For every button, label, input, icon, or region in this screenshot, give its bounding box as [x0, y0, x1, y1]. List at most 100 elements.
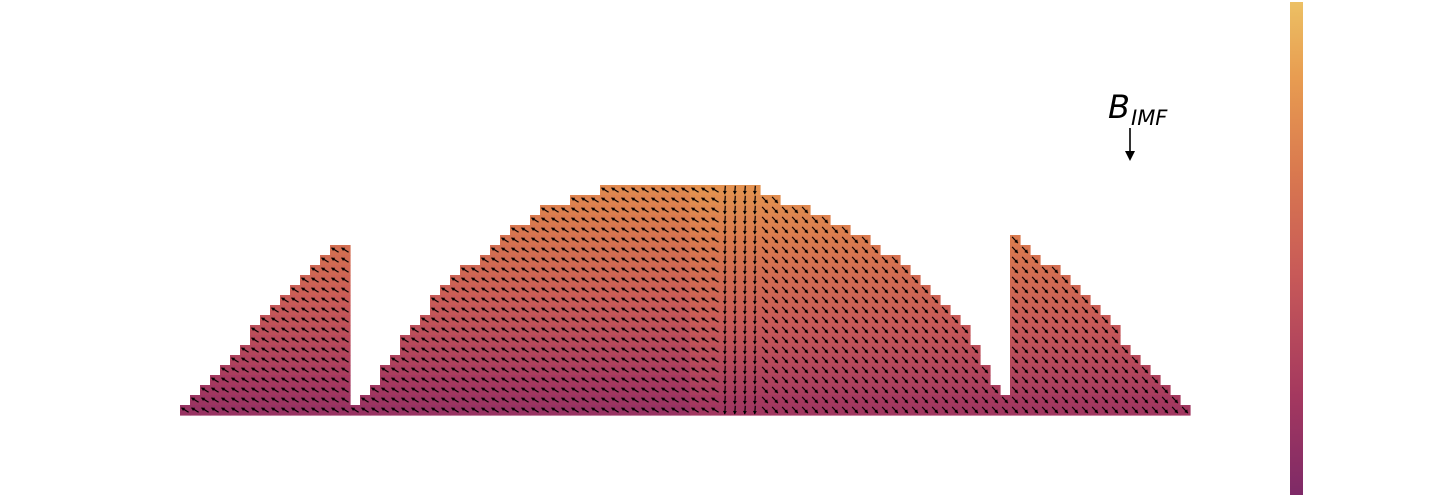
field-arrow-head [774, 359, 778, 364]
field-arrow-head [742, 320, 747, 325]
field-arrow-head [1144, 409, 1148, 414]
field-arrow-head [924, 359, 928, 364]
field-arrow-head [451, 387, 456, 392]
field-arrow-head [784, 409, 788, 414]
field-arrow-head [251, 387, 256, 392]
field-arrow-head [311, 277, 316, 282]
field-arrow-head [641, 297, 646, 302]
field-arrow-head [894, 369, 898, 374]
field-arrow-head [551, 337, 556, 342]
field-arrow-head [1034, 279, 1038, 284]
field-arrow-head [251, 337, 256, 342]
field-arrow-head [611, 397, 616, 402]
field-arrow-head [732, 380, 737, 385]
field-arrow-head [1034, 379, 1038, 384]
field-arrow-head [581, 277, 586, 282]
field-arrow-head [944, 359, 948, 364]
field-arrow-head [924, 349, 928, 354]
field-arrow-head [601, 267, 606, 272]
field-arrow-head [541, 247, 546, 252]
field-arrow-head [752, 200, 757, 205]
field-arrow-head [774, 279, 778, 284]
field-arrow-head [291, 307, 296, 312]
field-arrow-head [884, 389, 888, 394]
field-arrow-head [601, 347, 606, 352]
field-arrow-head [341, 347, 346, 352]
field-arrow-head [1064, 409, 1068, 414]
field-arrow-head [291, 407, 296, 412]
field-arrow-head [631, 357, 636, 362]
field-arrow-head [964, 389, 968, 394]
field-arrow-head [571, 267, 576, 272]
field-arrow-head [441, 327, 446, 332]
field-arrow-head [261, 407, 266, 412]
field-arrow-head [661, 367, 666, 372]
field-arrow-head [631, 317, 636, 322]
field-arrow-head [764, 339, 768, 344]
field-arrow-head [321, 337, 326, 342]
field-arrow-head [701, 387, 706, 392]
field-arrow-head [611, 307, 616, 312]
field-arrow-head [501, 307, 506, 312]
field-arrow-head [794, 369, 798, 374]
field-arrow-head [974, 389, 978, 394]
field-arrow-head [814, 299, 818, 304]
field-arrow-head [601, 227, 606, 232]
field-arrow-head [924, 409, 928, 414]
field-arrow-head [732, 330, 737, 335]
field-arrow-head [1024, 329, 1028, 334]
field-arrow-head [894, 409, 898, 414]
field-arrow-head [804, 269, 808, 274]
field-arrow-head [651, 247, 656, 252]
field-arrow-head [814, 269, 818, 274]
field-arrow-head [441, 377, 446, 382]
field-arrow-head [752, 250, 757, 255]
field-arrow-head [421, 367, 426, 372]
field-arrow-head [954, 329, 958, 334]
field-arrow-head [844, 229, 848, 234]
field-arrow-head [874, 329, 878, 334]
field-arrow-head [591, 347, 596, 352]
field-arrow-head [591, 377, 596, 382]
field-arrow-head [752, 190, 757, 195]
field-arrow-head [814, 239, 818, 244]
field-arrow-head [561, 247, 566, 252]
field-arrow-head [824, 249, 828, 254]
field-arrow-head [331, 397, 336, 402]
field-arrow-head [1114, 389, 1118, 394]
field-arrow-head [1094, 359, 1098, 364]
field-arrow-head [1054, 389, 1058, 394]
field-arrow-head [681, 367, 686, 372]
field-arrow-head [591, 257, 596, 262]
field-arrow-head [551, 317, 556, 322]
field-arrow-head [794, 319, 798, 324]
field-arrow-head [934, 299, 938, 304]
field-arrow-head [501, 297, 506, 302]
field-arrow-head [671, 347, 676, 352]
field-arrow-head [774, 299, 778, 304]
field-arrow-head [914, 389, 918, 394]
field-arrow-head [834, 239, 838, 244]
field-arrow-head [401, 387, 406, 392]
field-arrow-head [974, 359, 978, 364]
field-arrow-head [764, 199, 768, 204]
field-arrow-head [914, 279, 918, 284]
field-arrow-head [291, 317, 296, 322]
field-arrow-head [631, 347, 636, 352]
field-arrow-head [311, 407, 316, 412]
field-arrow-head [241, 397, 246, 402]
field-arrow-head [711, 347, 716, 352]
field-arrow-head [621, 407, 626, 412]
field-arrow-head [844, 329, 848, 334]
field-arrow-head [621, 257, 626, 262]
field-arrow-head [804, 299, 808, 304]
field-arrow-head [631, 307, 636, 312]
field-arrow-head [301, 297, 306, 302]
field-arrow-head [1134, 379, 1138, 384]
field-arrow-head [742, 230, 747, 235]
field-arrow-head [924, 369, 928, 374]
field-arrow-head [311, 367, 316, 372]
field-arrow-head [501, 397, 506, 402]
field-arrow-head [854, 289, 858, 294]
field-arrow-head [451, 337, 456, 342]
